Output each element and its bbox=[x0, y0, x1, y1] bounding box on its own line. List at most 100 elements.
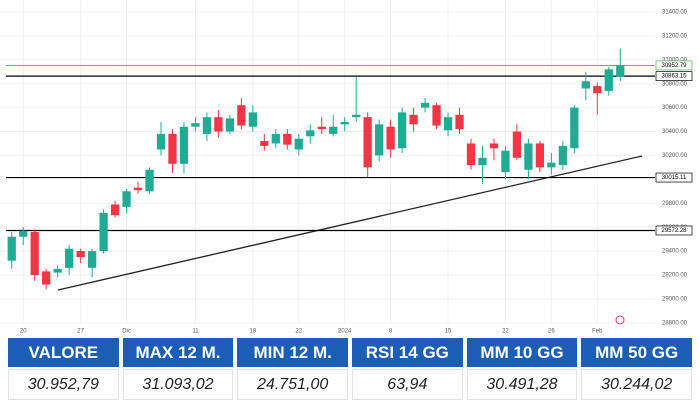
level-label-box bbox=[655, 71, 693, 81]
candle-body bbox=[99, 212, 108, 252]
y-tick-label: 28800.00 bbox=[662, 320, 688, 326]
y-tick-label: 31400.00 bbox=[662, 10, 688, 16]
candle-body bbox=[76, 251, 85, 258]
candle-body bbox=[42, 271, 51, 285]
candle-body bbox=[489, 143, 499, 149]
y-tick-label: 29000.00 bbox=[662, 296, 688, 302]
candle-body bbox=[191, 123, 200, 127]
candle-body bbox=[237, 105, 246, 126]
table-cell: 30.491,28 bbox=[466, 369, 578, 400]
table-header: MM 50 GG bbox=[581, 338, 692, 367]
x-tick-label: 26 bbox=[548, 329, 555, 335]
candle-body bbox=[616, 65, 625, 77]
candle-body bbox=[420, 102, 430, 108]
x-tick-label: 8 bbox=[389, 329, 393, 335]
x-tick-label: 15 bbox=[445, 329, 452, 335]
level-label: 30952.79 bbox=[661, 63, 687, 69]
candle-body bbox=[248, 112, 257, 127]
y-tick-label: 31000.00 bbox=[662, 57, 688, 63]
candle-body bbox=[443, 117, 453, 131]
y-tick-label: 30400.00 bbox=[662, 129, 688, 135]
table-cell: 24.751,00 bbox=[237, 369, 348, 400]
table-header: MAX 12 M. bbox=[122, 338, 234, 367]
table-header: RSI 14 GG bbox=[351, 338, 463, 367]
candle-body bbox=[110, 204, 120, 216]
table-cell: 63,94 bbox=[351, 369, 463, 400]
y-tick-label: 29200.00 bbox=[662, 273, 688, 279]
candle-body bbox=[294, 138, 303, 150]
candle-body bbox=[30, 231, 39, 275]
table-header: MIN 12 M. bbox=[237, 338, 348, 367]
table-cell: 30.244,02 bbox=[581, 369, 692, 400]
y-tick-label: 31200.00 bbox=[662, 33, 688, 39]
candle-body bbox=[19, 230, 28, 237]
y-tick-label: 29800.00 bbox=[662, 201, 688, 207]
candle-body bbox=[386, 126, 395, 150]
candle-body bbox=[581, 81, 590, 89]
candle-body bbox=[432, 105, 441, 126]
table-header: MM 10 GG bbox=[466, 338, 578, 367]
candle-body bbox=[122, 191, 131, 207]
table-cell: 31.093,02 bbox=[122, 369, 234, 400]
level-label: 30863.15 bbox=[661, 74, 687, 80]
candle-body bbox=[375, 124, 384, 156]
candle-body bbox=[133, 187, 143, 191]
candle-body bbox=[409, 114, 418, 125]
y-tick-label: 29400.00 bbox=[662, 249, 688, 255]
candle-body bbox=[363, 117, 372, 168]
level-label-box bbox=[655, 60, 693, 71]
x-tick-label: 11 bbox=[192, 329, 199, 335]
candle-body bbox=[214, 117, 223, 132]
candle-body bbox=[306, 130, 315, 137]
stats-table: VALORE MAX 12 M. MIN 12 M. RSI 14 GG MM 10 G… bbox=[8, 338, 692, 400]
level-label-box bbox=[655, 172, 693, 183]
candle-body bbox=[547, 162, 556, 168]
candle-body bbox=[570, 107, 579, 149]
x-tick-label: 18 bbox=[250, 329, 257, 335]
x-tick-label: 2024 bbox=[338, 329, 352, 335]
candle-body bbox=[512, 131, 522, 158]
event-icon bbox=[615, 315, 625, 325]
candle-body bbox=[65, 248, 74, 268]
trend-line bbox=[57, 155, 643, 291]
candle-body bbox=[397, 112, 407, 149]
candle-body bbox=[145, 169, 154, 192]
table-header: VALORE bbox=[8, 338, 119, 367]
candle-body bbox=[352, 114, 361, 118]
candle-body bbox=[168, 133, 177, 164]
x-tick-label: 22 bbox=[502, 329, 509, 335]
x-tick-label: 22 bbox=[295, 329, 302, 335]
candle-body bbox=[455, 114, 464, 130]
candle-body bbox=[524, 143, 533, 170]
y-tick-label: 30800.00 bbox=[662, 81, 688, 87]
y-tick-label: 30600.00 bbox=[662, 105, 688, 111]
candle-body bbox=[558, 145, 567, 165]
level-label: 29572.28 bbox=[661, 228, 687, 234]
candle-body bbox=[466, 143, 476, 165]
candle-body bbox=[283, 133, 292, 145]
candle-body bbox=[535, 143, 545, 168]
chart: 28800.0029000.0029200.0029400.0029600.00… bbox=[0, 0, 693, 335]
candle-body bbox=[202, 117, 212, 134]
candle-body bbox=[478, 157, 487, 165]
table-cell: 30.952,79 bbox=[8, 369, 119, 400]
candle-body bbox=[501, 150, 510, 173]
candle-body bbox=[340, 121, 349, 125]
candle-body bbox=[53, 269, 62, 273]
candle-body bbox=[593, 86, 602, 94]
x-tick-label: 27 bbox=[77, 329, 84, 335]
x-tick-label: 20 bbox=[20, 329, 27, 335]
candle-body bbox=[7, 236, 16, 261]
candle-body bbox=[271, 133, 280, 144]
candle-body bbox=[156, 133, 166, 150]
level-label-box bbox=[655, 225, 693, 236]
candle-body bbox=[179, 126, 189, 164]
y-tick-label: 30200.00 bbox=[662, 153, 688, 159]
candle-body bbox=[317, 126, 326, 130]
candle-body bbox=[260, 141, 269, 146]
x-tick-label: Dic bbox=[122, 329, 131, 335]
candle-body bbox=[604, 69, 613, 91]
level-label: 30015.11 bbox=[662, 175, 687, 181]
x-tick-label: Feb bbox=[592, 329, 603, 335]
